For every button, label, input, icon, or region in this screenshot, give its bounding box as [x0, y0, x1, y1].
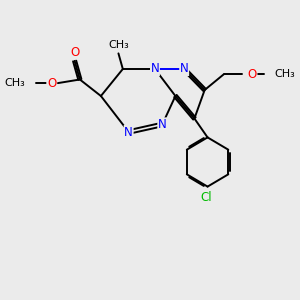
Text: O: O	[47, 76, 56, 90]
Text: N: N	[124, 125, 133, 139]
Text: N: N	[151, 62, 159, 76]
Text: CH₃: CH₃	[108, 40, 129, 50]
Text: N: N	[158, 118, 167, 131]
Text: O: O	[70, 46, 79, 59]
Text: O: O	[248, 68, 257, 81]
Text: CH₃: CH₃	[275, 69, 296, 80]
Text: N: N	[180, 62, 189, 76]
Text: CH₃: CH₃	[4, 78, 25, 88]
Text: Cl: Cl	[200, 190, 212, 204]
